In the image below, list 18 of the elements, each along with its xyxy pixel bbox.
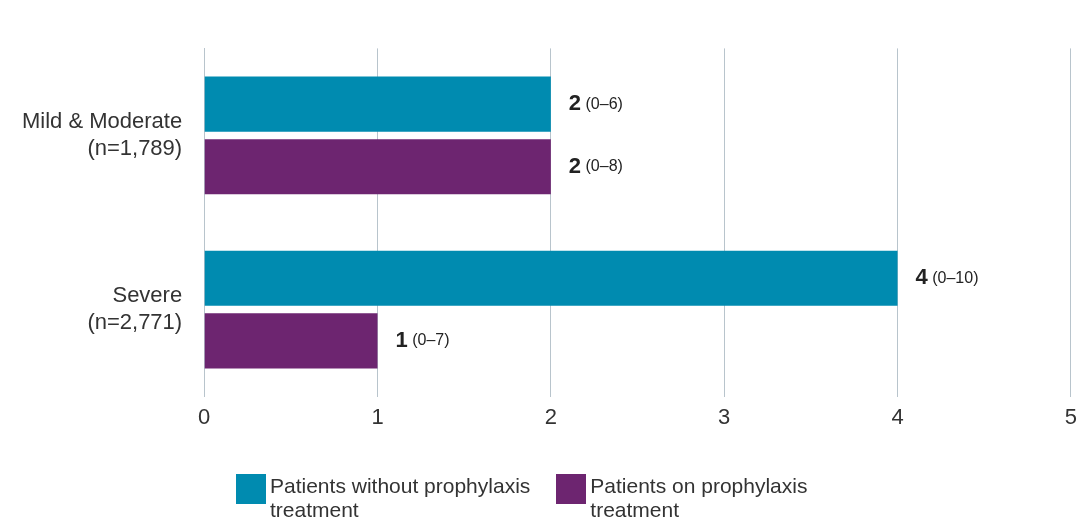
bar (204, 76, 551, 132)
data-label: 2 (0–6) (568, 90, 623, 116)
bar (204, 139, 551, 195)
y-tick-label: Mild & Moderate (n=1,789) (21, 108, 183, 160)
legend-label: Patients without prophylaxis treatment (270, 474, 531, 522)
x-tick-label: 1 (371, 403, 384, 429)
bar (204, 250, 898, 306)
data-label: 4 (0–10) (915, 264, 979, 290)
y-tick-label: Severe (n=2,771) (87, 282, 183, 334)
x-tick-label: 2 (544, 403, 557, 429)
x-tick-label: 0 (198, 403, 211, 429)
x-tick-label: 4 (891, 403, 904, 429)
x-tick-label: 3 (718, 403, 731, 429)
x-tick-label: 5 (1064, 403, 1078, 429)
legend-label: Patients on prophylaxis treatment (590, 474, 808, 522)
data-label: 1 (0–7) (395, 326, 450, 352)
data-label: 2 (0–8) (568, 152, 623, 178)
bar (204, 313, 378, 369)
